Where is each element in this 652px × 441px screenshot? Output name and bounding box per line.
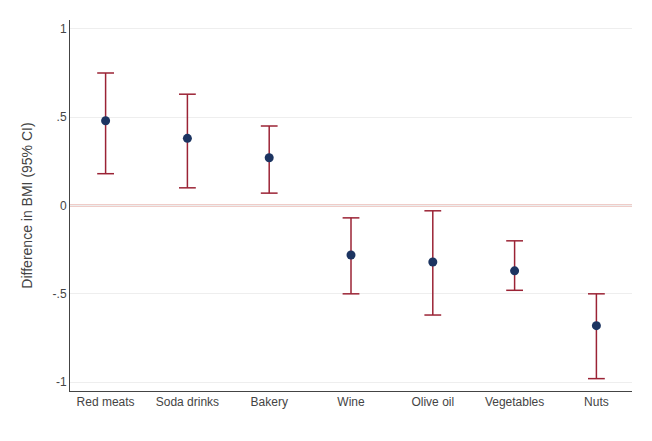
svg-text:0: 0: [60, 199, 67, 213]
svg-text:.5: .5: [57, 110, 67, 124]
svg-text:Olive oil: Olive oil: [411, 395, 454, 409]
svg-text:-1: -1: [56, 375, 67, 389]
svg-text:Vegetables: Vegetables: [485, 395, 544, 409]
svg-text:Red meats: Red meats: [77, 395, 135, 409]
svg-text:Soda drinks: Soda drinks: [156, 395, 219, 409]
svg-text:-.5: -.5: [53, 287, 67, 301]
svg-text:Nuts: Nuts: [584, 395, 609, 409]
svg-text:Wine: Wine: [337, 395, 365, 409]
svg-text:Difference in BMI (95% CI): Difference in BMI (95% CI): [19, 122, 35, 288]
svg-text:1: 1: [60, 22, 67, 36]
svg-text:Bakery: Bakery: [251, 395, 288, 409]
